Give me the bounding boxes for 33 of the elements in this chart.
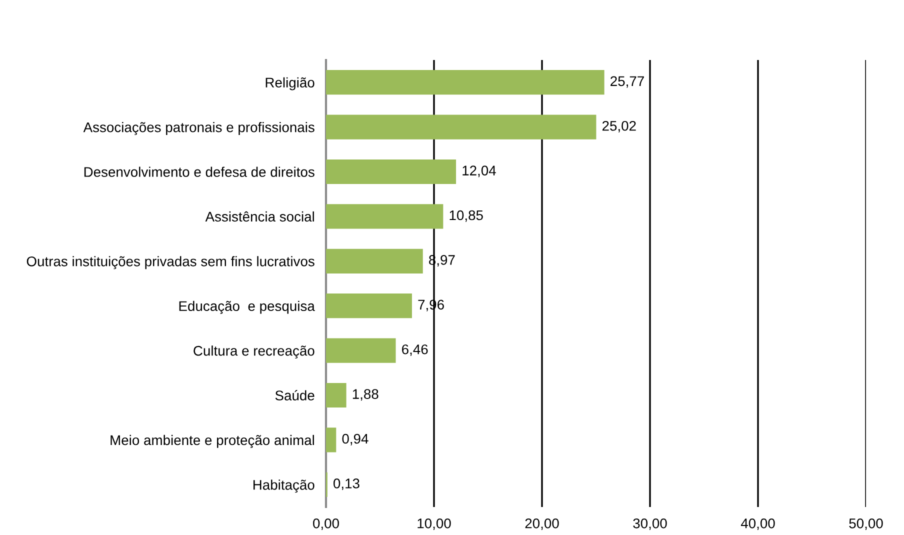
data-label: 0,94 — [342, 434, 368, 446]
y-tick-label: Outras instituições privadas sem fins lucrativos — [26, 256, 314, 270]
data-label: 0,13 — [334, 478, 360, 490]
bar — [326, 159, 456, 184]
y-tick-label: Assistência social — [205, 211, 314, 222]
data-label: 25,77 — [610, 76, 644, 88]
x-tick-label: 10,00 — [418, 518, 451, 530]
x-tick-label: 30,00 — [633, 518, 667, 530]
y-tick-label: Desenvolvimento e defesa de direitos — [84, 166, 314, 177]
bar — [326, 294, 412, 318]
x-tick-label: 50,00 — [849, 518, 883, 530]
y-tick-label: Cultura e recreação — [194, 346, 314, 359]
bar — [326, 248, 423, 274]
bar — [326, 204, 444, 229]
bar — [326, 70, 604, 95]
data-label: 6,46 — [402, 344, 428, 356]
y-tick-label: Associações patronais e profissionais — [83, 122, 314, 136]
bar — [326, 114, 596, 140]
y-tick-label: Meio ambiente e proteção animal — [110, 434, 314, 448]
y-tick-label: Educação e pesquisa — [179, 300, 315, 314]
bar — [326, 428, 336, 452]
data-label: 1,88 — [352, 389, 378, 401]
x-tick-label: 40,00 — [740, 518, 775, 530]
data-label: 25,02 — [602, 120, 636, 132]
y-tick-label: Habitação — [253, 480, 314, 493]
y-tick-label: Religião — [266, 77, 314, 90]
data-label: 10,85 — [450, 210, 483, 222]
x-tick-label: 0,00 — [313, 518, 339, 530]
y-tick-label: Saúde — [275, 390, 314, 400]
bar — [326, 338, 396, 363]
data-label: 12,04 — [462, 166, 496, 178]
bar — [326, 382, 346, 408]
x-tick-label: 20,00 — [525, 518, 559, 530]
